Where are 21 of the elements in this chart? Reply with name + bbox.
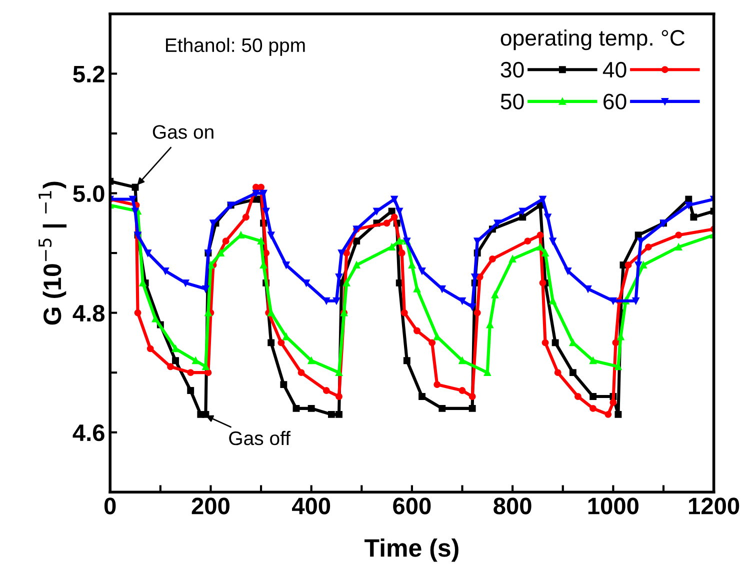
- legend-label: 40: [602, 62, 626, 78]
- y-tick-label: 4.6: [72, 424, 104, 442]
- legend-label: 60: [604, 94, 626, 110]
- y-axis-title: G (10$^{−5}$ | $^{−1}$): [38, 182, 66, 325]
- x-tick-label: 600: [393, 498, 431, 514]
- x-tick-label: 200: [192, 498, 230, 514]
- x-axis-title: Time (s): [364, 538, 458, 562]
- x-tick-label: 1000: [588, 498, 638, 514]
- x-tick-label: 1200: [689, 498, 740, 514]
- y-tick-label: 4.8: [72, 304, 105, 322]
- y-tick-label: 5.2: [73, 66, 104, 82]
- annotation: Gas on: [152, 125, 214, 139]
- annotation: Ethanol: 50 ppm: [166, 38, 305, 56]
- x-tick-label: 400: [292, 498, 330, 514]
- legend-label: 30: [500, 62, 524, 78]
- legend-title: operating temp. °C: [500, 29, 685, 50]
- annotation: Gas off: [229, 430, 291, 446]
- x-tick-label: 0: [104, 498, 116, 514]
- y-tick-label: 5.0: [73, 185, 104, 202]
- x-tick-label: 800: [494, 498, 532, 514]
- legend-label: 50: [500, 94, 524, 110]
